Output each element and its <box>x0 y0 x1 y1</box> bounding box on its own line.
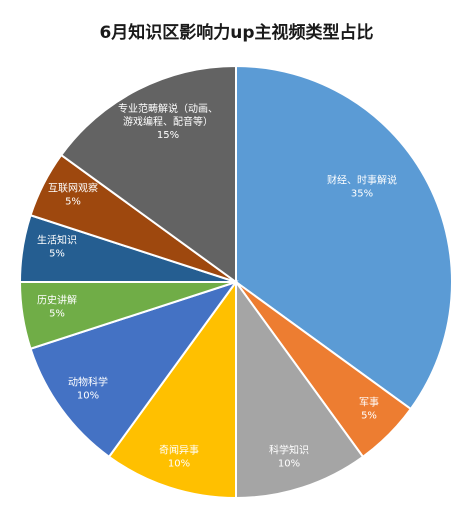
slice-pct-5: 5% <box>49 309 65 320</box>
pie-slice-3 <box>107 278 237 500</box>
pie-slice-0 <box>235 64 453 411</box>
slice-pct-7: 5% <box>65 197 81 208</box>
pie-slice-2 <box>235 278 365 500</box>
pie-slices <box>18 64 453 500</box>
slice-label-4: 动物科学 <box>68 376 108 389</box>
pie-slice-8 <box>59 64 237 284</box>
slice-label-7: 互联网观察 <box>48 182 98 195</box>
pie-labels: 财经、时事解说 35% 军事 5% 科学知识 10% 奇闻异事 10% 动物科学 10% 历史讲解 5… <box>37 102 397 470</box>
slice-pct-2: 10% <box>278 459 300 470</box>
slice-pct-1: 5% <box>361 411 377 422</box>
slice-pct-8: 15% <box>157 130 179 141</box>
pie-slice-4 <box>29 280 239 459</box>
slice-label-2: 科学知识 <box>269 444 309 457</box>
slice-label-0: 财经、时事解说 <box>327 174 397 187</box>
slice-pct-4: 10% <box>77 391 99 402</box>
slice-label-6: 生活知识 <box>37 234 77 247</box>
chart-title: 6月知识区影响力up主视频类型占比 <box>99 23 374 43</box>
slice-label-8: 专业范畴解说（动画、游戏编程、配音等） <box>118 102 218 128</box>
slice-pct-6: 5% <box>49 249 65 260</box>
slice-label-3: 奇闻异事 <box>159 444 199 457</box>
slice-pct-0: 35% <box>351 189 373 200</box>
slice-pct-3: 10% <box>168 459 190 470</box>
slice-label-5: 历史讲解 <box>37 294 77 307</box>
slice-label-1: 军事 <box>359 396 379 409</box>
